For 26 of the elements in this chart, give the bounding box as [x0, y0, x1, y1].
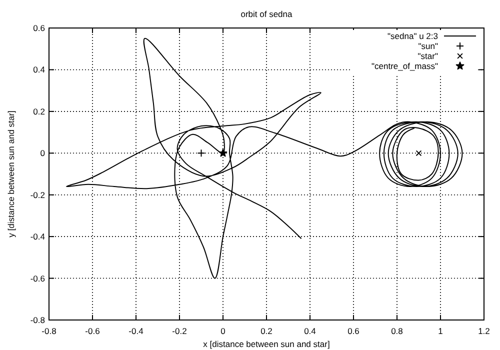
y-tick-label: 0 [40, 148, 46, 158]
x-tick-label: 0 [220, 326, 226, 336]
y-tick-label: -0.2 [30, 190, 46, 200]
chart-title: orbit of sedna [240, 9, 293, 19]
y-tick-label: 0.2 [33, 106, 46, 116]
y-tick-label: -0.6 [30, 273, 46, 284]
y-tick-label: 0.4 [33, 64, 46, 75]
x-tick-label: -0.2 [172, 326, 188, 336]
x-tick-label: -0.4 [128, 326, 144, 336]
legend-label: "sun" [418, 41, 438, 51]
x-tick-label: 1 [438, 326, 444, 336]
x-tick-label: -0.6 [85, 326, 100, 336]
x-tick-label: 0.2 [260, 326, 273, 336]
x-tick-label: -0.8 [42, 326, 57, 336]
x-tick-label: 0.8 [391, 326, 404, 336]
x-tick-label: 1.2 [478, 326, 490, 336]
x-axis-title: x [distance between sun and star] [203, 339, 330, 349]
legend-label: "centre_of_mass" [371, 61, 438, 71]
y-tick-label: 0.6 [33, 23, 46, 33]
x-tick-label: 0.4 [304, 326, 316, 336]
y-axis-title: y [distance between sun and star] [6, 110, 16, 238]
y-tick-label: -0.4 [30, 232, 46, 242]
y-tick-label: -0.8 [30, 315, 46, 325]
x-tick-label: 0.6 [348, 326, 360, 336]
legend-label: "star" [418, 51, 438, 61]
legend-label: "sedna" u 2:3 [388, 31, 438, 41]
